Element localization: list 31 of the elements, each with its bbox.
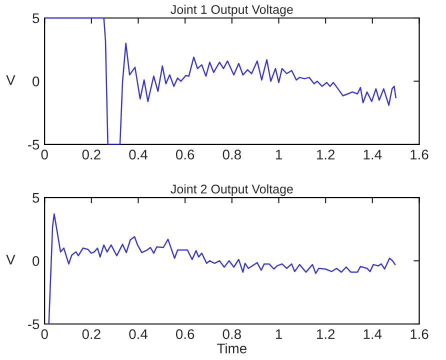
x-tick-label: 0.4 bbox=[129, 329, 148, 340]
x-tick-label: 0 bbox=[41, 150, 48, 160]
x-tick-label: 0.6 bbox=[176, 150, 194, 160]
y-tick-label: 5 bbox=[32, 13, 40, 24]
y-tick-label: 0 bbox=[32, 256, 40, 266]
y-tick-label: 0 bbox=[32, 76, 40, 86]
x-tick-label: 1.2 bbox=[316, 329, 335, 339]
y-axis-title: V bbox=[6, 75, 16, 85]
line-series bbox=[48, 213, 396, 324]
y-tick-label: 5 bbox=[32, 193, 40, 203]
x-tick-label: 0.6 bbox=[176, 329, 194, 340]
y-tick-label: -5 bbox=[28, 319, 40, 330]
x-tick-label: 0.2 bbox=[82, 329, 100, 340]
x-axis-title: Time bbox=[217, 343, 246, 354]
x-tick-label: 0.2 bbox=[82, 150, 100, 160]
x-tick-label: 1 bbox=[276, 329, 282, 339]
x-tick-label: 1.4 bbox=[364, 329, 382, 339]
y-tick-label: -5 bbox=[28, 140, 40, 150]
y-axis-title: V bbox=[6, 254, 16, 264]
chart-title: Joint 2 Output Voltage bbox=[170, 184, 293, 196]
x-tick-label: 0.4 bbox=[129, 150, 148, 160]
x-tick-label: 0.8 bbox=[222, 329, 241, 340]
chart-title: Joint 1 Output Voltage bbox=[170, 4, 293, 16]
x-tick-label: 1.4 bbox=[364, 150, 382, 160]
x-tick-label: 1 bbox=[276, 150, 282, 160]
x-tick-label: 0 bbox=[41, 329, 48, 340]
x-tick-label: 1.2 bbox=[316, 150, 335, 160]
x-tick-label: 0.8 bbox=[222, 150, 241, 160]
x-tick-label: 1.6 bbox=[410, 150, 428, 160]
line-series bbox=[44, 18, 396, 144]
x-tick-label: 1.6 bbox=[410, 329, 428, 340]
